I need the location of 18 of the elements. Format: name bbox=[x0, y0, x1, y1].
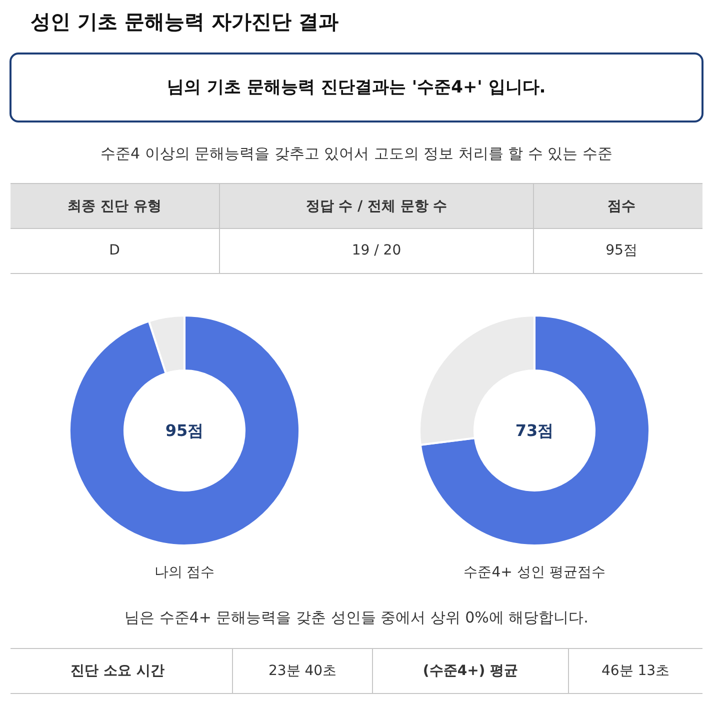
text: 95점 bbox=[606, 242, 638, 258]
text: 점수 bbox=[608, 198, 636, 214]
text: (수준4+) 평균 bbox=[422, 663, 518, 679]
text: 최종 진단 유형 bbox=[68, 198, 162, 214]
text: 나의 점수 bbox=[154, 564, 215, 580]
text: 46분 13초 bbox=[601, 663, 670, 679]
text: 73점 bbox=[515, 421, 554, 440]
text: 95점 bbox=[165, 421, 204, 440]
text: 님의 기초 문해능력 진단결과는 '수준4+' 입니다. bbox=[167, 78, 546, 98]
text: 진단 소요 시간 bbox=[70, 663, 164, 679]
text: 성인 기초 문해능력 자가진단 결과 bbox=[30, 10, 338, 34]
text: 수준4 이상의 문해능력을 갖추고 있어서 고도의 정보 처리를 할 수 있는 수준 bbox=[100, 144, 613, 162]
text: 19 / 20 bbox=[352, 242, 402, 258]
text: D bbox=[109, 242, 120, 258]
text: 수준4+ 성인 평균점수 bbox=[464, 564, 606, 580]
text: 님은 수준4+ 문해능력을 갖춘 성인들 중에서 상위 0%에 해당합니다. bbox=[124, 608, 588, 626]
text: 정답 수 / 전체 문항 수 bbox=[306, 198, 448, 214]
text: 23분 40초 bbox=[268, 663, 337, 679]
